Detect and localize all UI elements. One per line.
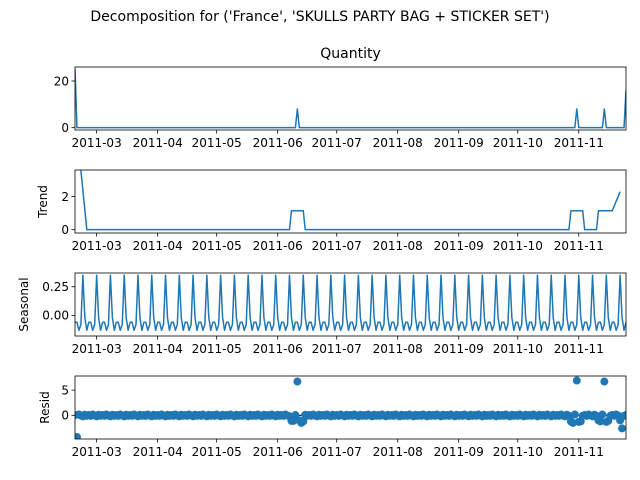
trend-xtick-label: 2011-09 bbox=[434, 239, 484, 253]
panel-trend: 0 2 2011-03 2011-04 2011-05 2011-06 2011-07 201… bbox=[36, 169, 627, 253]
seasonal-axes-frame bbox=[74, 272, 627, 337]
resid-xtick-label: 2011-06 bbox=[253, 445, 303, 459]
observed-ytick-label: 0 bbox=[61, 121, 69, 135]
panel-resid: 5 0 2011-03 2011-04 2011-05 2011-06 2011-07 201… bbox=[38, 375, 627, 459]
resid-xtick-label: 2011-07 bbox=[312, 445, 362, 459]
trend-xtick-label: 2011-11 bbox=[554, 239, 604, 253]
seasonal-xtick-label: 2011-05 bbox=[192, 342, 242, 356]
resid-point bbox=[568, 418, 577, 427]
resid-point bbox=[570, 410, 579, 419]
trend-xtick-label: 2011-07 bbox=[312, 239, 362, 253]
figure-suptitle: Decomposition for ('France', 'SKULLS PAR… bbox=[90, 9, 549, 25]
observed-xtick-label: 2011-09 bbox=[434, 136, 484, 150]
panel-observed: 0 20 2011-03 2011-04 2011-05 2011-06 2011-07 20… bbox=[54, 46, 627, 150]
trend-xtick-label: 2011-08 bbox=[373, 239, 423, 253]
observed-xtick-label: 2011-07 bbox=[312, 136, 362, 150]
trend-ytick-label: 0 bbox=[61, 223, 69, 237]
seasonal-xtick-label: 2011-10 bbox=[493, 342, 543, 356]
resid-axes-frame bbox=[74, 375, 627, 440]
resid-xtick-label: 2011-04 bbox=[133, 445, 183, 459]
resid-xtick-label: 2011-08 bbox=[373, 445, 423, 459]
resid-ytick-label: 0 bbox=[61, 409, 69, 423]
resid-ylabel: Resid bbox=[38, 391, 52, 423]
observed-xtick-label: 2011-04 bbox=[133, 136, 183, 150]
seasonal-ylabel: Seasonal bbox=[17, 277, 31, 331]
trend-axes-frame bbox=[74, 169, 627, 234]
trend-series-line bbox=[80, 170, 621, 231]
trend-xtick-label: 2011-03 bbox=[72, 239, 122, 253]
observed-xtick-label: 2011-03 bbox=[72, 136, 122, 150]
resid-point bbox=[596, 417, 605, 426]
seasonal-ytick-label: 0.25 bbox=[42, 280, 69, 294]
seasonal-xtick-label: 2011-07 bbox=[312, 342, 362, 356]
observed-xtick-label: 2011-05 bbox=[192, 136, 242, 150]
resid-point bbox=[572, 376, 581, 385]
trend-xtick-label: 2011-10 bbox=[493, 239, 543, 253]
resid-xtick-label: 2011-09 bbox=[434, 445, 484, 459]
resid-ytick-label: 5 bbox=[61, 383, 69, 397]
trend-xtick-label: 2011-04 bbox=[133, 239, 183, 253]
seasonal-xtick-label: 2011-08 bbox=[373, 342, 423, 356]
resid-point bbox=[75, 432, 81, 439]
resid-point bbox=[618, 424, 626, 433]
resid-xtick-label: 2011-11 bbox=[554, 445, 604, 459]
observed-xtick-label: 2011-06 bbox=[253, 136, 303, 150]
seasonal-series-line bbox=[75, 274, 626, 332]
observed-xtick-label: 2011-08 bbox=[373, 136, 423, 150]
seasonal-xtick-label: 2011-03 bbox=[72, 342, 122, 356]
observed-xtick-label: 2011-11 bbox=[554, 136, 604, 150]
resid-point bbox=[600, 377, 609, 386]
observed-series-line bbox=[75, 69, 626, 129]
resid-point bbox=[293, 377, 302, 386]
observed-axes-frame bbox=[74, 66, 627, 131]
seasonal-xtick-label: 2011-04 bbox=[133, 342, 183, 356]
resid-point bbox=[299, 417, 308, 426]
resid-point bbox=[622, 411, 626, 420]
seasonal-ytick-label: 0.00 bbox=[42, 309, 69, 323]
panel-seasonal: 0.25 0.00 2011-03 2011-04 2011-05 2011-06 2011… bbox=[17, 272, 627, 356]
resid-xtick-label: 2011-10 bbox=[493, 445, 543, 459]
observed-panel-title: Quantity bbox=[320, 46, 381, 62]
trend-xtick-label: 2011-05 bbox=[192, 239, 242, 253]
seasonal-xtick-label: 2011-09 bbox=[434, 342, 484, 356]
seasonal-xtick-label: 2011-06 bbox=[253, 342, 303, 356]
observed-xtick-label: 2011-10 bbox=[493, 136, 543, 150]
trend-xtick-label: 2011-06 bbox=[253, 239, 303, 253]
resid-xtick-label: 2011-03 bbox=[72, 445, 122, 459]
resid-point bbox=[598, 410, 607, 419]
trend-ylabel: Trend bbox=[36, 185, 50, 219]
trend-ytick-label: 2 bbox=[61, 190, 69, 204]
resid-xtick-label: 2011-05 bbox=[192, 445, 242, 459]
observed-ytick-label: 20 bbox=[54, 74, 69, 88]
seasonal-xtick-label: 2011-11 bbox=[554, 342, 604, 356]
